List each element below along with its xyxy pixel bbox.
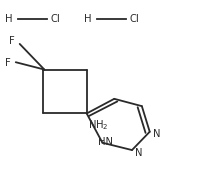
Text: NH$_2$: NH$_2$ [88,118,108,132]
Text: HN: HN [98,137,112,147]
Text: H: H [5,14,13,24]
Text: H: H [84,14,92,24]
Text: Cl: Cl [50,14,60,24]
Text: F: F [9,36,15,46]
Text: N: N [153,129,160,139]
Text: N: N [135,148,142,158]
Text: Cl: Cl [129,14,139,24]
Text: F: F [5,58,11,68]
